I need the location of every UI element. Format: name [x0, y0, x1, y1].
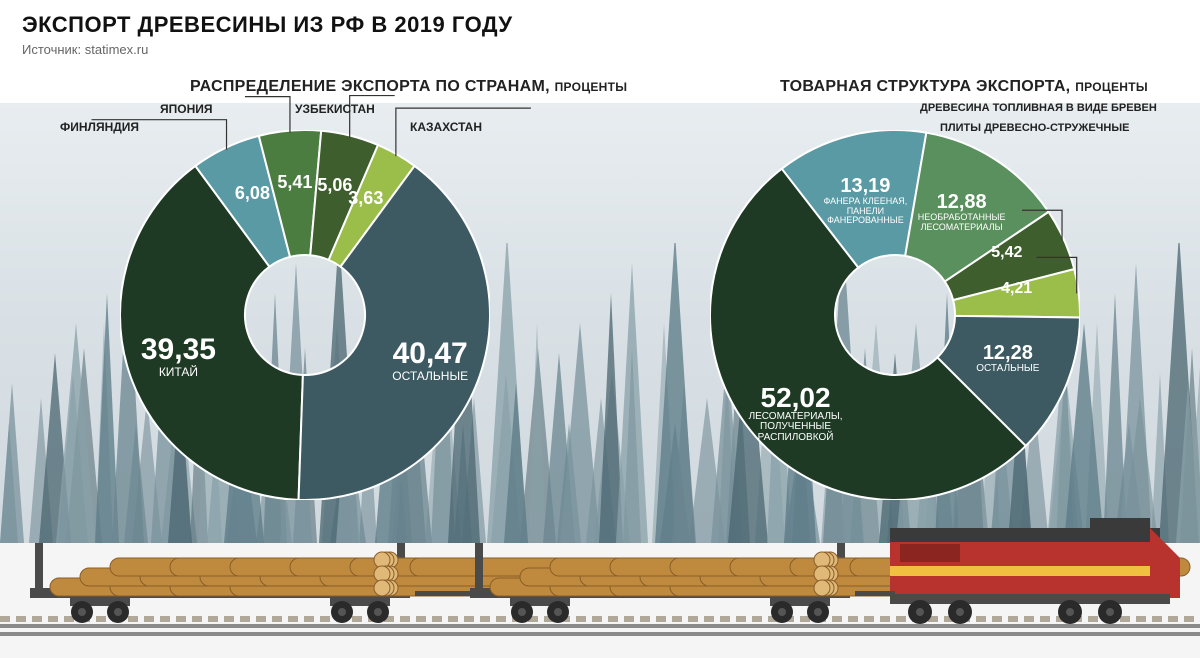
slice-label: 39,35КИТАЙ	[108, 334, 248, 378]
source-text: Источник: statimex.ru	[22, 42, 513, 57]
slice-label: 12,28ОСТАЛЬНЫЕ	[938, 343, 1078, 375]
page-title: ЭКСПОРТ ДРЕВЕСИНЫ ИЗ РФ В 2019 ГОДУ	[22, 12, 513, 38]
slice-label: 40,47ОСТАЛЬНЫЕ	[360, 338, 500, 382]
slice-external-label: ФИНЛЯНДИЯ	[60, 120, 139, 134]
left-chart-title: РАСПРЕДЕЛЕНИЕ ЭКСПОРТА ПО СТРАНАМ, ПРОЦЕ…	[190, 78, 627, 96]
slice-label: 52,02ЛЕСОМАТЕРИАЛЫ,ПОЛУЧЕННЫЕ РАСПИЛОВКО…	[726, 383, 866, 444]
slice-label: 12,88НЕОБРАБОТАННЫЕЛЕСОМАТЕРИАЛЫ	[892, 192, 1032, 232]
slice-external-label: КАЗАХСТАН	[410, 120, 482, 134]
slice-label: 5,42	[937, 245, 1077, 262]
slice-external-label: УЗБЕКИСТАН	[295, 102, 375, 116]
slice-external-label: ДРЕВЕСИНА ТОПЛИВНАЯ В ВИДЕ БРЕВЕН	[920, 102, 1157, 114]
products-donut-chart: 52,02ЛЕСОМАТЕРИАЛЫ,ПОЛУЧЕННЫЕ РАСПИЛОВКО…	[710, 130, 1080, 500]
slice-label: 4,21	[947, 281, 1087, 298]
slice-external-label: ПЛИТЫ ДРЕВЕСНО-СТРУЖЕЧНЫЕ	[940, 122, 1129, 134]
right-chart-title: ТОВАРНАЯ СТРУКТУРА ЭКСПОРТА, ПРОЦЕНТЫ	[780, 78, 1148, 96]
slice-external-label: ЯПОНИЯ	[160, 102, 213, 116]
countries-donut-chart: 39,35КИТАЙ6,08ФИНЛЯНДИЯ5,41ЯПОНИЯ5,06УЗБ…	[120, 130, 490, 500]
train-illustration	[0, 488, 1200, 638]
slice-label: 3,63	[296, 189, 436, 208]
